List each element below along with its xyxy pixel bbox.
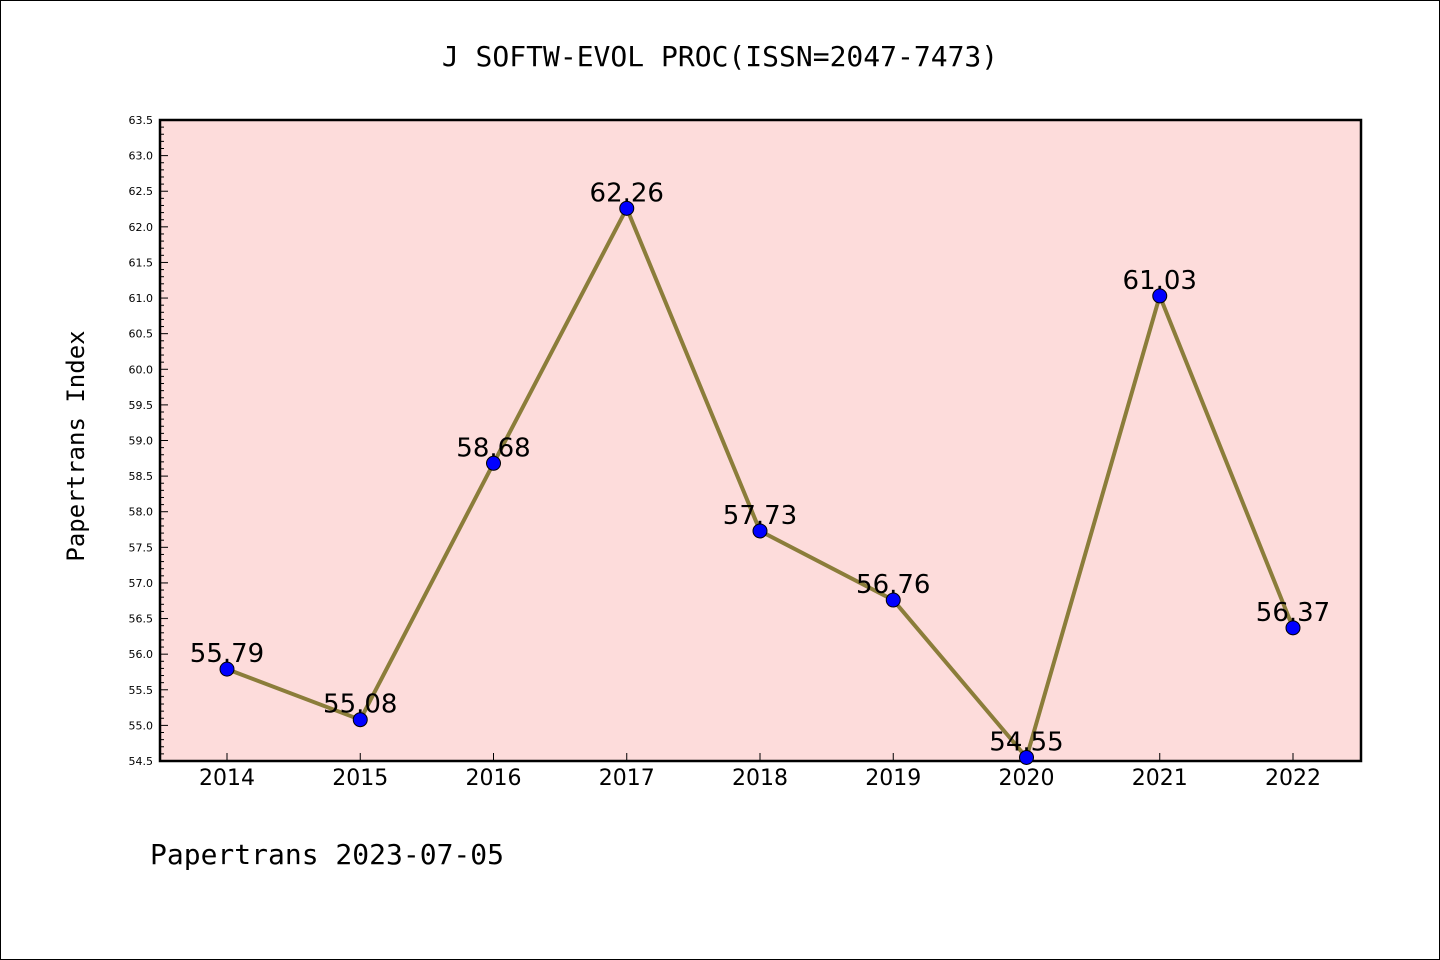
data-point-2014: [219, 661, 235, 677]
y-tick-label: 57.5: [129, 541, 154, 554]
y-tick-label: 62.5: [129, 185, 154, 198]
y-tick-label: 63.5: [129, 114, 154, 127]
y-tick-label: 63.0: [129, 150, 154, 163]
data-label-2017: 62.26: [590, 178, 664, 208]
x-tick-label: 2022: [1265, 766, 1321, 791]
x-tick-label: 2016: [466, 766, 522, 791]
data-point-2018: [752, 523, 768, 539]
x-tick-label: 2015: [332, 766, 388, 791]
y-tick-label: 62.0: [129, 221, 154, 234]
data-markers: [219, 200, 1301, 765]
data-label-2018: 57.73: [723, 501, 797, 531]
y-tick-label: 58.5: [129, 470, 154, 483]
chart-title: J SOFTW-EVOL PROC(ISSN=2047-7473): [442, 40, 998, 73]
data-label-2015: 55.08: [323, 690, 397, 720]
data-point-2016: [486, 455, 501, 471]
y-tick-label: 61.5: [129, 256, 154, 269]
x-tick-label: 2020: [999, 766, 1055, 791]
x-axis-ticks: 2014 2015 2016 2017 2018 2019 2020 2021 2022: [199, 753, 1321, 791]
data-point-2015: [352, 712, 368, 728]
plot-area: [158, 118, 1363, 763]
y-tick-label: 61.0: [129, 292, 154, 305]
data-label-2022: 56.37: [1256, 598, 1330, 628]
data-label-2021: 61.03: [1123, 266, 1197, 296]
y-tick-label: 59.5: [129, 399, 154, 412]
data-point-2021: [1152, 288, 1168, 304]
y-tick-label: 55.5: [129, 684, 154, 697]
y-tick-label: 60.0: [129, 363, 154, 376]
y-tick-label: 56.0: [129, 648, 154, 661]
y-tick-label: 58.0: [129, 506, 154, 519]
x-tick-label: 2021: [1132, 766, 1188, 791]
footer-date: Papertrans 2023-07-05: [150, 838, 504, 871]
x-tick-label: 2014: [199, 766, 255, 791]
x-tick-label: 2017: [599, 766, 655, 791]
y-tick-label: 59.0: [129, 435, 154, 448]
data-label-2020: 54.55: [989, 727, 1063, 757]
y-tick-label: 60.5: [129, 328, 154, 341]
y-axis-label: Papertrans Index: [62, 330, 90, 561]
data-point-2022: [1285, 620, 1301, 636]
data-point-2020: [1019, 749, 1034, 765]
x-tick-label: 2019: [865, 766, 921, 791]
data-point-2019: [885, 592, 901, 608]
data-labels: 55.79 55.08 58.68 62.26 57.73 56.76 54.55 61.03…: [190, 178, 1330, 757]
data-point-2017: [619, 200, 635, 216]
y-tick-label: 57.0: [129, 577, 154, 590]
y-tick-label: 55.0: [129, 719, 154, 732]
data-label-2019: 56.76: [856, 570, 930, 600]
x-tick-label: 2018: [732, 766, 788, 791]
y-tick-label: 56.5: [129, 613, 154, 626]
data-label-2014: 55.79: [190, 639, 264, 669]
y-tick-label: 54.5: [129, 755, 154, 768]
data-label-2016: 58.68: [456, 433, 530, 463]
y-axis-ticks: 54.5 55.0 55.5 56.0 56.5 57.0 57.5 58.0 58.5 59.0…: [129, 114, 168, 768]
